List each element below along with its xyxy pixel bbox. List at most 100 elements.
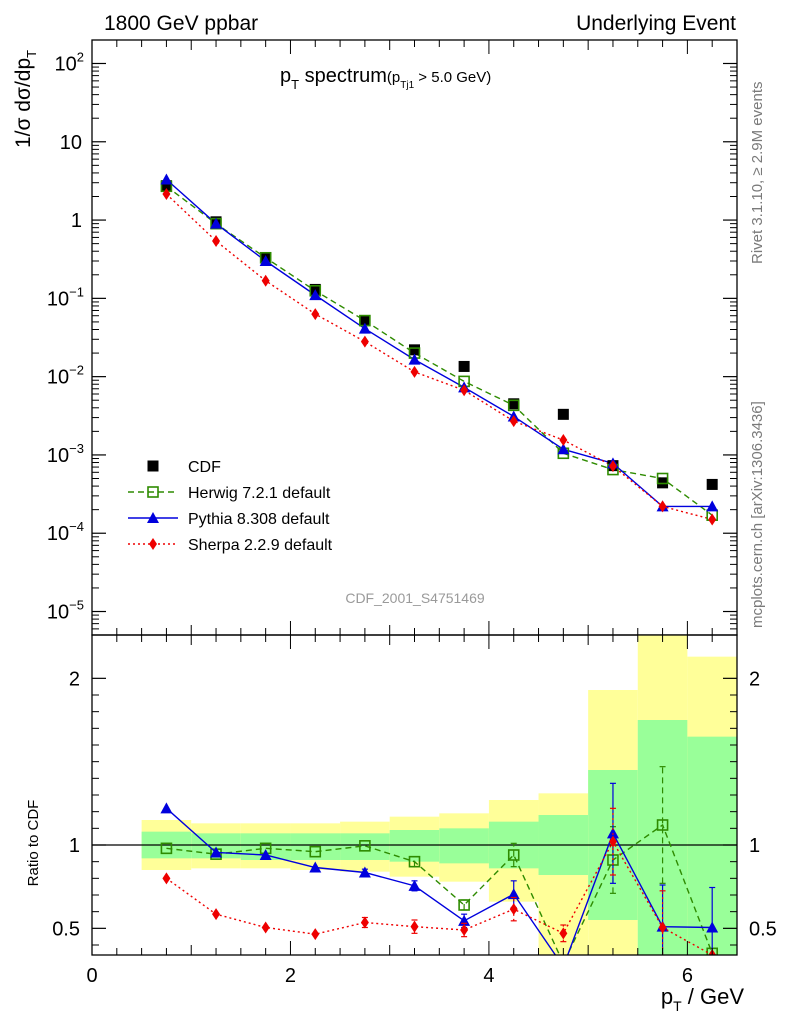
main-ytick-label: 1 (71, 210, 82, 232)
main-point-cdf (409, 344, 420, 356)
ratio-point-pythia (507, 888, 520, 900)
ratio-point-pythia (210, 846, 223, 858)
rivet-label: Rivet 3.1.10, ≥ 2.9M events (749, 82, 766, 265)
ylabel-sub: T (24, 50, 39, 58)
main-ytick-label: 10−1 (47, 284, 84, 310)
ratio-point-pythia (309, 861, 322, 873)
ratio-ytick-label-right: 0.5 (749, 918, 777, 940)
ratio-point-sherpa (212, 908, 221, 921)
main-point-pythia (557, 443, 570, 455)
main-point-sherpa (311, 308, 320, 321)
main-point-sherpa (608, 460, 617, 473)
main-point-cdf (458, 360, 470, 372)
legend-marker (147, 486, 159, 498)
main-point-pythia (259, 255, 272, 267)
ratio-ylabel: Ratio to CDF (25, 800, 42, 887)
ratio-point-sherpa (460, 924, 469, 936)
ratio-point-sherpa (658, 921, 667, 934)
ratio-point-pythia (358, 866, 371, 878)
main-ytick-label: 102 (55, 49, 84, 75)
title-word: spectrum (299, 65, 387, 87)
plot-title: pT spectrum(pTj1 > 5.0 GeV) (280, 65, 491, 92)
main-point-sherpa (708, 513, 717, 526)
main-point-cdf (508, 398, 520, 410)
main-point-sherpa (559, 434, 568, 447)
ratio-point-pythia (408, 879, 421, 891)
ratio-point-herwig (160, 842, 173, 855)
ratio-ytick-label-right: 1 (749, 835, 760, 857)
main-point-sherpa (509, 415, 518, 428)
ylabel-main: 1/σ dσ/dp (12, 58, 35, 148)
xlabel-sub: T (673, 998, 682, 1014)
header-left: 1800 GeV ppbar (104, 12, 258, 35)
ratio-ytick-label-left: 0.5 (52, 918, 80, 940)
ratio-ytick-label-left: 1 (69, 835, 80, 857)
main-panel: 102 10 1 10−1 10−2 10−3 10−4 10−5 CDF Herwig 7.2… (12, 39, 738, 636)
main-line-pythia (165, 178, 713, 508)
main-ylabel: 1/σ dσ/dpT (12, 50, 39, 148)
main-ytick-label: 10−5 (47, 598, 84, 624)
xtick-label: 4 (483, 965, 494, 987)
watermark: CDF_2001_S4751469 (345, 590, 485, 606)
main-point-sherpa (162, 188, 171, 201)
ratio-point-pythia (706, 921, 719, 933)
legend-label: CDF (188, 459, 221, 476)
main-line-sherpa (165, 193, 713, 521)
main-point-cdf (160, 180, 172, 192)
legend-label: Pythia 8.308 default (188, 511, 330, 528)
legend-marker (147, 460, 159, 472)
ratio-panel: 0.5 0.5 1 1 2 2 0 2 4 6 Ratio to CDF pT / GeV (25, 634, 777, 1014)
ratio-band-green (439, 828, 489, 864)
legend-label: Herwig 7.2.1 default (188, 485, 331, 502)
main-point-sherpa (360, 335, 369, 348)
main-ytick-label: 10−3 (47, 441, 84, 467)
title-cut-sub: Tj1 (400, 80, 414, 91)
ratio-point-pythia (160, 802, 173, 814)
ratio-line-pythia (165, 807, 713, 955)
ratio-point-sherpa (162, 872, 171, 885)
ratio-point-sherpa (509, 903, 518, 916)
ratio-point-sherpa (261, 921, 270, 934)
mcplots-label: mcplots.cern.ch [arXiv:1306.3436] (749, 401, 766, 628)
main-point-pythia (408, 353, 421, 365)
ratio-point-pythia (259, 849, 272, 860)
main-point-cdf (557, 408, 569, 420)
main-point-sherpa (261, 274, 270, 287)
ratio-point-herwig (458, 899, 470, 911)
main-point-sherpa (460, 384, 469, 397)
title-cut-open: (p (387, 69, 400, 86)
ratio-point-pythia (606, 827, 619, 839)
main-point-sherpa (410, 365, 419, 378)
ratio-point-sherpa (559, 927, 568, 940)
ratio-point-sherpa (410, 920, 419, 933)
x-axis-label: pT / GeV (661, 984, 744, 1014)
title-main: p (280, 65, 291, 87)
ratio-point-herwig (408, 855, 421, 868)
legend: CDF Herwig 7.2.1 default Pythia 8.308 defa… (128, 459, 333, 554)
main-point-herwig (507, 399, 520, 412)
main-point-cdf (359, 315, 371, 327)
main-point-pythia (160, 173, 173, 185)
main-point-pythia (706, 500, 719, 512)
ratio-band-green (340, 833, 390, 860)
main-ytick-label: 10 (60, 132, 82, 154)
ratio-point-herwig (359, 840, 371, 852)
main-point-sherpa (212, 235, 221, 248)
ratio-point-herwig (309, 845, 322, 858)
main-line-herwig (166, 185, 713, 516)
ratio-point-sherpa (608, 835, 617, 848)
ratio-ytick-label-right: 2 (749, 668, 760, 690)
legend-label: Sherpa 2.2.9 default (188, 537, 333, 554)
legend-marker (149, 538, 157, 550)
main-point-herwig (656, 472, 669, 485)
xtick-label: 6 (682, 965, 693, 987)
ratio-point-sherpa (360, 916, 369, 929)
ratio-point-herwig (507, 849, 520, 861)
xlabel-main: p (661, 984, 673, 1009)
main-ytick-label: 10−2 (47, 363, 84, 389)
header-right: Underlying Event (576, 12, 736, 35)
main-point-pythia (358, 322, 371, 334)
xlabel-unit: / GeV (682, 984, 745, 1009)
title-sub: T (291, 77, 299, 92)
